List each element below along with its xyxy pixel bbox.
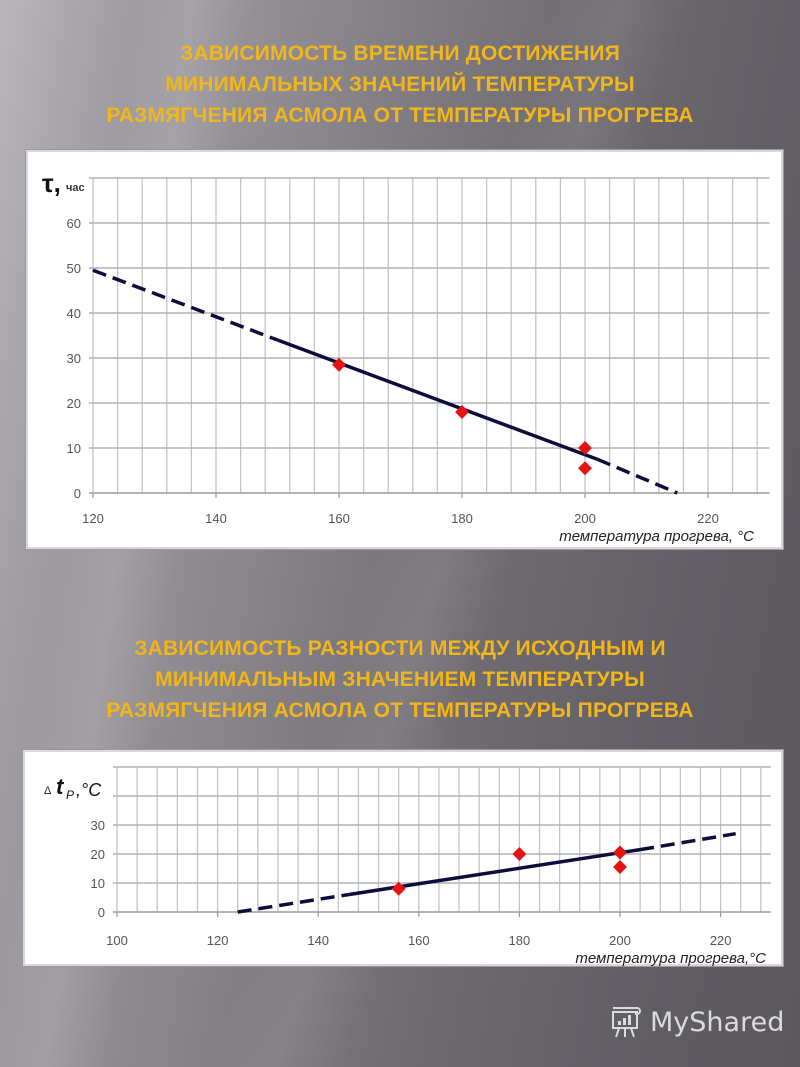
x-tick-label: 180 — [509, 933, 531, 948]
x-axis-label: температура прогрева, °С — [559, 528, 754, 545]
y-tick-label: 10 — [91, 876, 105, 891]
trend-line-solid — [276, 338, 598, 461]
presentation-board-icon — [612, 1007, 641, 1038]
title-2-line: МИНИМАЛЬНЫМ ЗНАЧЕНИЕМ ТЕМПЕРАТУРЫ — [155, 668, 645, 691]
x-tick-label: 140 — [307, 933, 329, 948]
data-point-marker — [578, 461, 592, 476]
data-point-marker — [391, 881, 406, 896]
title-2-line: ЗАВИСИМОСТЬ РАЗНОСТИ МЕЖДУ ИСХОДНЫМ И — [134, 637, 666, 660]
y-tick-label: 10 — [67, 441, 81, 456]
x-tick-label: 120 — [207, 933, 229, 948]
data-point-marker — [512, 847, 527, 861]
y-tick-label: 0 — [74, 486, 81, 501]
y-tick-label: 30 — [67, 351, 81, 366]
y-tick-label: 20 — [67, 396, 81, 411]
title-1-line: ЗАВИСИМОСТЬ ВРЕМЕНИ ДОСТИЖЕНИЯ — [179, 42, 621, 65]
slide-title-1: ЗАВИСИМОСТЬ ВРЕМЕНИ ДОСТИЖЕНИЯ МИНИМАЛЬН… — [0, 38, 800, 131]
y-tick-label: 0 — [98, 905, 105, 920]
y-axis-label-unit: ,°С — [76, 780, 102, 800]
data-point-marker — [455, 405, 469, 419]
title-2-line: РАЗМЯГЧЕНИЯ АСМОЛА ОТ ТЕМПЕРАТУРЫ ПРОГРЕ… — [106, 699, 694, 722]
x-tick-label: 200 — [574, 511, 596, 526]
trend-line-dashed — [596, 457, 678, 495]
y-axis-label-delta: Δ — [44, 785, 52, 797]
y-axis-label-symbol: t — [56, 774, 65, 799]
data-point-marker — [332, 357, 346, 372]
x-tick-label: 200 — [609, 933, 631, 948]
trend-line-dashed — [237, 892, 349, 914]
y-axis-label-symbol: τ, — [42, 168, 61, 198]
y-tick-label: 20 — [91, 847, 105, 862]
x-tick-label: 220 — [697, 511, 719, 526]
y-axis-label-subscript: P — [66, 788, 74, 802]
x-tick-label: 180 — [451, 511, 473, 526]
myshared-logo[interactable]: MyShared — [608, 1002, 784, 1042]
x-tick-label: 160 — [328, 511, 350, 526]
y-tick-label: 30 — [91, 818, 105, 833]
x-tick-label: 160 — [408, 933, 430, 948]
y-axis-label-unit: час — [66, 182, 85, 194]
y-tick-label: 40 — [67, 306, 81, 321]
data-point-marker — [613, 860, 627, 875]
x-tick-label: 220 — [710, 933, 732, 948]
x-axis-label: температура прогрева,°С — [575, 950, 766, 967]
x-tick-label: 120 — [82, 511, 104, 526]
data-point-marker — [578, 441, 592, 455]
trend-line-dashed — [92, 268, 279, 342]
data-point-marker — [613, 845, 627, 860]
x-tick-label: 140 — [205, 511, 227, 526]
y-tick-label: 50 — [67, 261, 81, 276]
trend-line-solid — [348, 847, 641, 897]
title-1-line: МИНИМАЛЬНЫХ ЗНАЧЕНИЙ ТЕМПЕРАТУРЫ — [165, 73, 635, 96]
y-tick-label: 60 — [67, 216, 81, 231]
chart-2-panel — [22, 749, 784, 967]
x-tick-label: 100 — [106, 933, 128, 948]
slide-title-2: ЗАВИСИМОСТЬ РАЗНОСТИ МЕЖДУ ИСХОДНЫМ И МИ… — [0, 633, 800, 726]
title-1-line: РАЗМЯГЧЕНИЯ АСМОЛА ОТ ТЕМПЕРАТУРЫ ПРОГРЕ… — [106, 104, 694, 127]
logo-text: MyShared — [650, 1006, 785, 1038]
trend-line-dashed — [639, 831, 736, 852]
